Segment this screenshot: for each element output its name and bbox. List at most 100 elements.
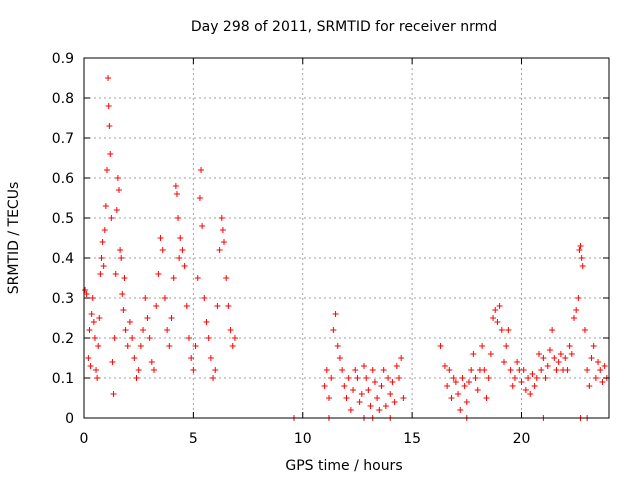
data-point [142, 295, 149, 301]
data-point [94, 375, 101, 381]
data-point [575, 295, 582, 301]
data-point [400, 395, 407, 401]
data-point [172, 183, 179, 189]
data-point [555, 359, 562, 365]
data-point [363, 375, 370, 381]
data-point [129, 335, 136, 341]
data-point [91, 335, 98, 341]
data-point [183, 303, 190, 309]
data-point [437, 343, 444, 349]
data-point [343, 395, 350, 401]
data-point [122, 327, 129, 333]
data-point [113, 207, 120, 213]
data-point [225, 303, 232, 309]
data-point [542, 375, 549, 381]
data-point [144, 315, 151, 321]
data-point [210, 375, 217, 381]
data-point [321, 383, 328, 389]
data-point [601, 363, 608, 369]
data-point [203, 319, 210, 325]
data-point [576, 247, 583, 253]
data-point [157, 235, 164, 241]
data-point [492, 307, 499, 313]
data-point [352, 367, 359, 373]
data-point [219, 227, 226, 233]
data-point [536, 351, 542, 357]
data-point [590, 343, 597, 349]
data-point [540, 355, 547, 361]
data-point [345, 375, 352, 381]
data-point [85, 355, 92, 361]
data-point [479, 343, 486, 349]
plot-frame [83, 57, 610, 419]
data-point [481, 367, 488, 373]
data-point [117, 247, 124, 253]
data-point [175, 215, 182, 221]
data-point [194, 275, 201, 281]
data-point [490, 315, 497, 321]
data-point [577, 243, 584, 249]
data-point [190, 367, 197, 373]
data-point [584, 367, 591, 373]
data-point [87, 363, 94, 369]
data-point [350, 387, 357, 393]
data-point [538, 367, 545, 373]
data-point [544, 363, 551, 369]
data-point [461, 383, 468, 389]
data-point [83, 291, 90, 297]
data-point [109, 359, 116, 365]
x-tick-label: 5 [189, 431, 198, 447]
data-point [102, 203, 109, 209]
data-point [396, 375, 402, 381]
data-point [214, 303, 221, 309]
data-point [347, 407, 354, 413]
data-point [176, 255, 183, 261]
data-point [164, 327, 171, 333]
data-point [450, 375, 457, 381]
data-point [459, 375, 466, 381]
data-point [487, 351, 494, 357]
data-point [155, 271, 162, 277]
data-point [551, 355, 558, 361]
data-point [323, 367, 330, 373]
data-point [549, 327, 556, 333]
data-point [503, 343, 510, 349]
data-point [378, 383, 385, 389]
data-point [457, 407, 464, 413]
data-point [330, 327, 337, 333]
data-point [566, 343, 573, 349]
data-point [88, 311, 95, 317]
data-points [82, 75, 610, 421]
data-point [568, 351, 575, 357]
data-point [90, 319, 97, 325]
data-point [99, 239, 106, 245]
data-point [101, 227, 108, 233]
data-point [527, 391, 534, 397]
data-point [509, 383, 516, 389]
data-point [199, 223, 206, 229]
data-point [118, 255, 125, 261]
data-point [463, 399, 470, 405]
data-point [119, 291, 126, 297]
data-point [441, 363, 448, 369]
data-point [111, 335, 118, 341]
data-point [201, 295, 208, 301]
data-point [105, 75, 112, 81]
data-point [518, 379, 525, 385]
data-point [452, 379, 459, 385]
data-point [371, 379, 378, 385]
data-point [369, 367, 376, 373]
data-point [212, 367, 219, 373]
data-point [112, 271, 119, 277]
data-point [382, 403, 389, 409]
data-point [216, 247, 223, 253]
data-point [221, 239, 227, 245]
data-point [170, 275, 177, 281]
data-point [520, 367, 527, 373]
data-point [374, 395, 381, 401]
data-point [173, 191, 180, 197]
data-point [501, 359, 507, 365]
data-point [588, 355, 595, 361]
data-point [474, 387, 481, 393]
data-point [114, 175, 121, 181]
